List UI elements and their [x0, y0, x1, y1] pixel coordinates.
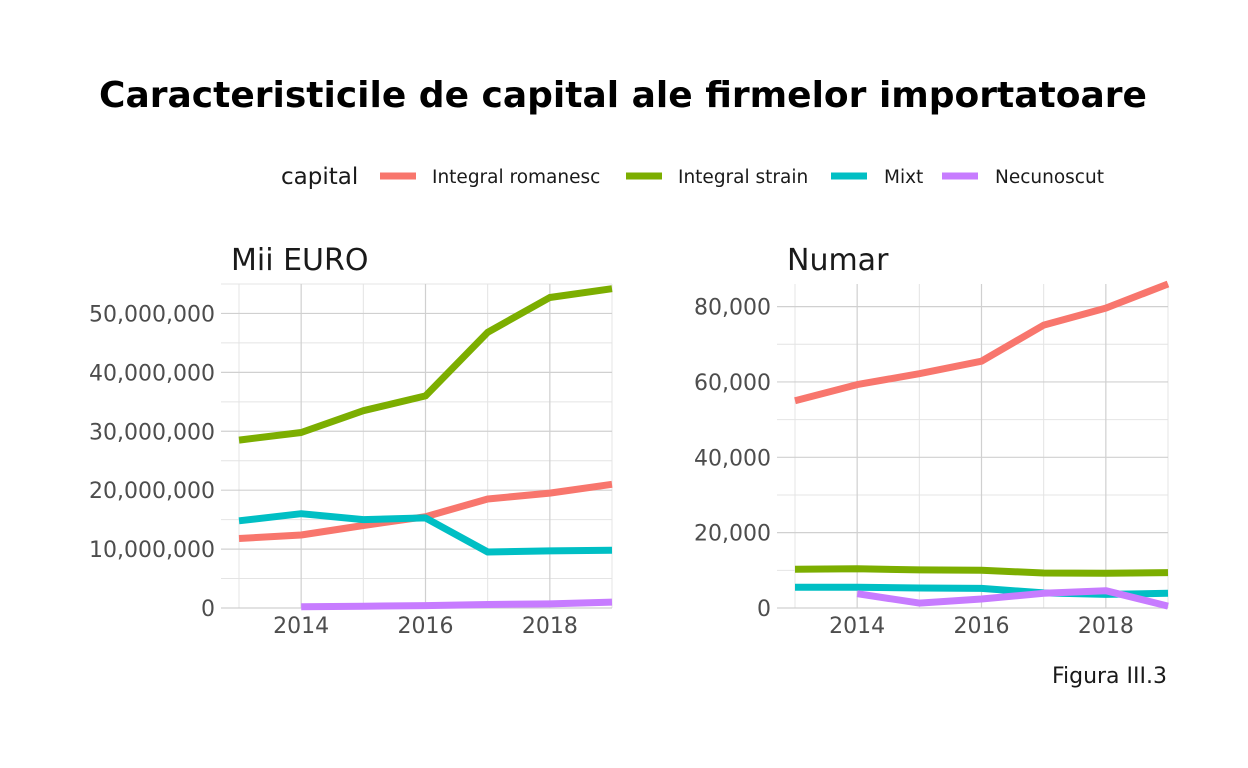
series-line-integral-romanesc — [794, 280, 1170, 405]
panel-title: Mii EURO — [231, 243, 368, 278]
series-line-necunoscut — [301, 598, 613, 611]
panel-title: Numar — [787, 243, 889, 278]
x-tick-label: 2018 — [1078, 614, 1134, 639]
y-axis: 0 20,000 40,000 60,000 80,000 — [694, 296, 771, 622]
y-tick-label: 0 — [757, 597, 771, 622]
series-lines — [238, 285, 613, 611]
grid — [221, 283, 613, 609]
legend-entry-integral-romanesc: Integral romanesc — [380, 167, 600, 188]
legend-title: capital — [281, 164, 358, 190]
series-line-integral-strain — [238, 285, 613, 444]
series-line-mixt — [238, 510, 613, 556]
x-tick-label: 2014 — [829, 614, 885, 639]
legend-label: Integral strain — [678, 167, 808, 188]
legend-entry-necunoscut: Necunoscut — [942, 167, 1104, 188]
x-axis: 2014 2016 2018 — [829, 614, 1134, 639]
legend: capital Integral romanesc Integral strai… — [281, 164, 1104, 190]
panel-mii-euro: Mii EURO 2014 2016 2018 0 10,000,000 20,000,… — [89, 243, 613, 639]
legend-label: Mixt — [884, 167, 923, 188]
legend-label: Necunoscut — [995, 167, 1104, 188]
chart-title: Caracteristicile de capital ale firmelor… — [99, 75, 1147, 116]
series-lines — [794, 280, 1170, 610]
grid — [777, 284, 1169, 609]
y-tick-label: 10,000,000 — [89, 538, 215, 563]
x-tick-label: 2016 — [954, 614, 1010, 639]
x-tick-label: 2018 — [522, 614, 578, 639]
figure-caption: Figura III.3 — [1052, 664, 1167, 689]
y-tick-label: 50,000,000 — [89, 302, 215, 327]
x-axis: 2014 2016 2018 — [273, 614, 578, 639]
y-tick-label: 40,000 — [694, 446, 771, 471]
series-line-integral-strain — [794, 565, 1169, 577]
legend-entry-mixt: Mixt — [831, 167, 923, 188]
series-line-mixt — [795, 583, 1169, 598]
series-line-necunoscut — [856, 587, 1169, 610]
y-tick-label: 0 — [201, 597, 215, 622]
x-tick-label: 2016 — [398, 614, 454, 639]
y-tick-label: 80,000 — [694, 296, 771, 321]
y-axis: 0 10,000,000 20,000,000 30,000,000 40,000,00… — [89, 302, 215, 622]
y-tick-label: 40,000,000 — [89, 361, 215, 386]
y-tick-label: 60,000 — [694, 371, 771, 396]
x-tick-label: 2014 — [273, 614, 329, 639]
legend-entry-integral-strain: Integral strain — [626, 167, 808, 188]
panel-numar: Numar 2014 2016 2018 0 20,000 40,000 60,000 80… — [694, 243, 1170, 639]
y-tick-label: 20,000,000 — [89, 479, 215, 504]
legend-label: Integral romanesc — [432, 167, 600, 188]
y-tick-label: 30,000,000 — [89, 420, 215, 445]
y-tick-label: 20,000 — [694, 522, 771, 547]
